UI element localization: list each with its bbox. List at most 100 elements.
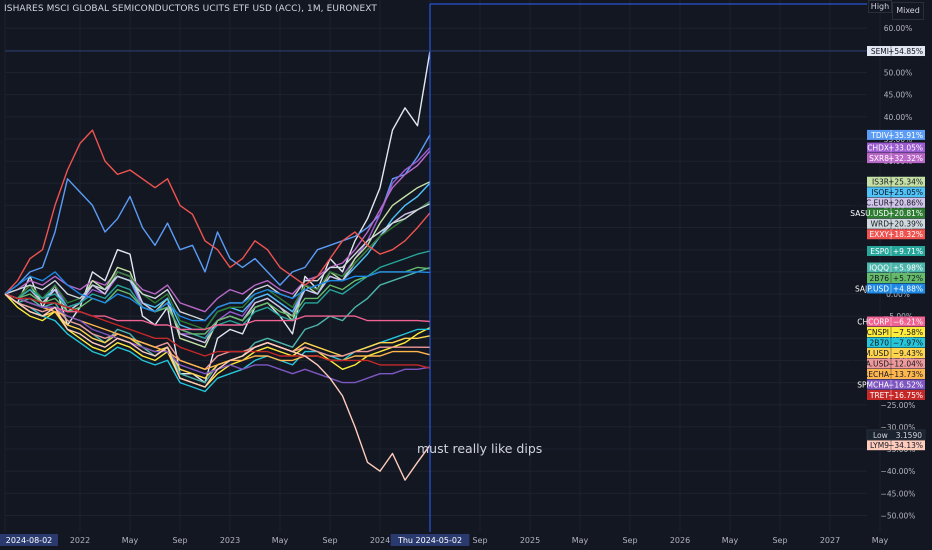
- value-label-sasu-usd-name: SASU.USD: [850, 209, 889, 218]
- value-label-esp0-bg: [867, 245, 925, 256]
- value-label-emsa-usd-bg: [867, 358, 925, 369]
- value-label-emsa-usd-name: EMSA.USD: [849, 360, 889, 369]
- value-label-tdiv: TDIV +35.91%: [867, 129, 925, 140]
- value-label-is3r-name: IS3R: [872, 178, 889, 187]
- x-tick-label: May: [572, 536, 589, 545]
- value-label-lym9-value: −34.13%: [888, 441, 923, 450]
- x-highlight-bg: [0, 534, 58, 546]
- value-label-sasu-usd-bg: [867, 208, 925, 219]
- value-label-isoe-name: ISOE: [871, 188, 889, 197]
- y-tick-label: −25.00%: [881, 401, 916, 410]
- value-label-spmcha-value: −16.52%: [888, 381, 923, 390]
- series-line-emsa-usd: [4, 293, 431, 370]
- value-label-sajp-usd-name: SAJP.USD: [855, 285, 889, 294]
- y-tick-label: −50.00%: [881, 512, 916, 521]
- value-label-2b70-bg: [867, 337, 925, 348]
- series-lines: [4, 50, 431, 481]
- x-tick-label: May: [722, 536, 739, 545]
- value-label-cnspi-name: CNSPI: [867, 328, 889, 337]
- value-label-chcorp-name: CHCORP: [857, 318, 889, 327]
- value-label-chdx-bg: [867, 142, 925, 153]
- value-label-tret-bg: [867, 390, 925, 401]
- value-label-slmc-eur-name: SLMC.EUR: [851, 199, 889, 208]
- value-label-sxr8-value: +32.32%: [888, 154, 923, 163]
- value-label-exxy: EXXY +18.32%: [867, 229, 925, 240]
- x-tick-label: May: [122, 536, 139, 545]
- y-tick-label: 0.00%: [886, 290, 910, 299]
- value-label-chcorp-bg: [867, 316, 925, 327]
- series-line-tdiv: [4, 134, 431, 295]
- value-label-chdx-value: +33.05%: [888, 144, 923, 153]
- value-label-sajp-usd-value: +4.88%: [893, 285, 923, 294]
- value-label-2b76-name: 2B76: [870, 274, 890, 283]
- x-tick-label-highlight: 2024-08-02: [6, 536, 53, 545]
- value-label-2b70-name: 2B70: [870, 339, 890, 348]
- value-label-semi-bg: [867, 46, 925, 57]
- value-label-sxr8: SXR8 +32.32%: [867, 153, 925, 164]
- value-label-chcorp: CHCORP −6.21%: [857, 316, 925, 327]
- value-label-wrd: WRD +20.39%: [867, 218, 925, 229]
- x-axis: 2024-08-02 2022 May Sep 2023 May Sep 2024 Thu 20…: [0, 532, 932, 550]
- value-label-chdx: CHDX +33.05%: [867, 142, 925, 153]
- series-line-2b70: [4, 293, 431, 393]
- value-label-srecha-name: SRECHA: [858, 370, 890, 379]
- value-label-exxy-value: +18.32%: [888, 230, 923, 239]
- series-value-labels: SEMI +54.85% TDIV +35.91% CHDX +33.05%SXR8 +32…: [849, 46, 926, 451]
- value-label-2b70: 2B70 −7.97%: [867, 337, 925, 348]
- value-label-semi-name: SEMI: [871, 47, 889, 56]
- value-label-tret: TRET −16.75%: [867, 390, 925, 401]
- value-label-srecha: SRECHA −13.73%: [858, 369, 925, 380]
- value-label-emsa-usd-value: −12.04%: [888, 360, 923, 369]
- x-tick-label: 2024: [370, 536, 390, 545]
- value-label-iqqq-value: +5.98%: [893, 264, 923, 273]
- value-label-tdiv-value: +35.91%: [888, 131, 923, 140]
- y-tick-label: −40.00%: [881, 467, 916, 476]
- value-label-2b76: 2B76 +5.72%: [867, 273, 925, 284]
- x-tick-label: 2022: [70, 536, 90, 545]
- value-label-sxr8-bg: [867, 153, 925, 164]
- value-label-esp0: ESP0 +9.71%: [867, 245, 925, 256]
- value-label-slmc-eur: SLMC.EUR +20.86%: [851, 197, 925, 208]
- value-label-is3r: IS3R +25.34%: [867, 176, 925, 187]
- value-label-saem-usd-name: SAEM.USD: [849, 349, 889, 358]
- value-label-lym9-name: LYM9: [870, 441, 889, 450]
- series-line-lym9: [4, 293, 431, 481]
- y-tick-label: 45.00%: [884, 91, 913, 100]
- high-button[interactable]: High: [868, 0, 892, 13]
- value-label-cnspi: CNSPI −7.58%: [867, 327, 925, 338]
- value-label-wrd-value: +20.39%: [888, 220, 923, 229]
- value-label-saem-usd-bg: [867, 348, 925, 359]
- value-label-srecha-value: −13.73%: [888, 370, 923, 379]
- value-label-sajp-usd-bg: [867, 283, 925, 294]
- series-line-sajp-usd: [4, 271, 431, 322]
- y-tick-label: 40.00%: [884, 113, 913, 122]
- value-label-saem-usd: SAEM.USD −9.43%: [849, 348, 925, 359]
- value-label-saem-usd-value: −9.43%: [893, 349, 923, 358]
- value-label-2b76-bg: [867, 273, 925, 284]
- series-line-cnspi: [4, 293, 431, 388]
- x-tick-label: 2026: [670, 536, 690, 545]
- value-label-spmcha-bg: [867, 379, 925, 390]
- crosshair: [5, 3, 867, 532]
- value-label-tret-value: −16.75%: [888, 391, 923, 400]
- x-tick-label: May: [872, 536, 889, 545]
- low-marker-value: 3.1590: [896, 431, 922, 440]
- mixed-scale-button[interactable]: Mixed: [892, 2, 924, 20]
- x-tick-label: Sep: [622, 536, 637, 545]
- series-line-exxy: [4, 129, 431, 295]
- value-label-emsa-usd: EMSA.USD −12.04%: [849, 358, 925, 369]
- series-line-tret: [4, 293, 431, 369]
- value-label-semi-value: +54.85%: [888, 47, 923, 56]
- x-tick-label: Sep: [172, 536, 187, 545]
- value-label-tdiv-bg: [867, 129, 925, 140]
- value-label-tdiv-name: TDIV: [870, 131, 890, 140]
- value-label-cnspi-value: −7.58%: [893, 328, 923, 337]
- value-label-sasu-usd-value: +20.81%: [888, 209, 923, 218]
- value-label-sasu-usd: SASU.USD +20.81%: [850, 208, 925, 219]
- x-tick-label: Sep: [472, 536, 487, 545]
- value-label-iqqq-name: IQQQ: [869, 264, 889, 273]
- value-label-iqqq: IQQQ +5.98%: [867, 262, 925, 273]
- low-marker-label: Low 3.1590: [866, 429, 926, 441]
- value-label-exxy-name: EXXY: [869, 230, 889, 239]
